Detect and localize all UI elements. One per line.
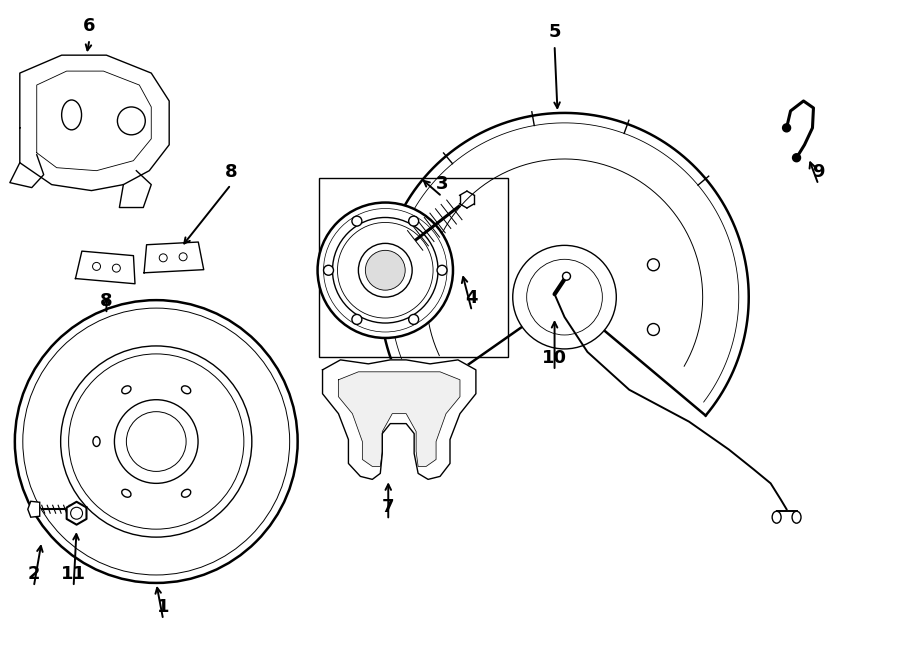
- Circle shape: [179, 253, 187, 261]
- Circle shape: [60, 346, 252, 537]
- Circle shape: [526, 260, 602, 335]
- Circle shape: [93, 262, 101, 270]
- Text: 7: 7: [382, 498, 394, 516]
- Polygon shape: [381, 113, 749, 416]
- Circle shape: [126, 412, 186, 471]
- Text: 2: 2: [28, 565, 40, 583]
- Circle shape: [70, 507, 83, 519]
- Circle shape: [647, 259, 660, 271]
- Circle shape: [332, 218, 438, 323]
- Circle shape: [112, 264, 121, 272]
- Ellipse shape: [122, 386, 131, 394]
- Text: 10: 10: [542, 349, 567, 367]
- Text: 11: 11: [61, 565, 86, 583]
- Circle shape: [513, 246, 617, 349]
- Text: 4: 4: [465, 289, 478, 307]
- Ellipse shape: [182, 386, 191, 394]
- Text: 5: 5: [548, 23, 561, 41]
- Text: 8: 8: [100, 292, 112, 310]
- Circle shape: [409, 314, 419, 324]
- Polygon shape: [10, 155, 44, 187]
- Circle shape: [409, 216, 419, 226]
- Polygon shape: [144, 242, 203, 273]
- Polygon shape: [322, 360, 476, 479]
- Circle shape: [323, 265, 334, 275]
- Polygon shape: [28, 501, 40, 517]
- Ellipse shape: [182, 489, 191, 497]
- Circle shape: [793, 154, 800, 162]
- Circle shape: [159, 254, 167, 261]
- Circle shape: [14, 300, 298, 583]
- Text: 6: 6: [84, 17, 95, 35]
- Circle shape: [352, 314, 362, 324]
- Ellipse shape: [93, 437, 100, 446]
- Circle shape: [68, 354, 244, 529]
- Polygon shape: [120, 171, 151, 207]
- Bar: [319, 177, 508, 357]
- Circle shape: [437, 265, 447, 275]
- Text: 1: 1: [157, 598, 169, 616]
- Ellipse shape: [792, 511, 801, 523]
- Polygon shape: [20, 55, 169, 191]
- Ellipse shape: [61, 100, 82, 130]
- Ellipse shape: [122, 489, 131, 497]
- Polygon shape: [338, 372, 460, 467]
- Polygon shape: [67, 502, 86, 525]
- Circle shape: [783, 124, 790, 132]
- Circle shape: [117, 107, 145, 135]
- Text: 8: 8: [225, 163, 238, 181]
- Ellipse shape: [772, 511, 781, 523]
- Circle shape: [358, 244, 412, 297]
- Circle shape: [352, 216, 362, 226]
- Circle shape: [647, 324, 660, 336]
- Circle shape: [562, 272, 571, 280]
- Circle shape: [114, 400, 198, 483]
- Circle shape: [318, 203, 453, 338]
- Polygon shape: [76, 251, 135, 284]
- Text: 9: 9: [812, 163, 824, 181]
- Text: 3: 3: [436, 175, 448, 193]
- Circle shape: [365, 250, 405, 290]
